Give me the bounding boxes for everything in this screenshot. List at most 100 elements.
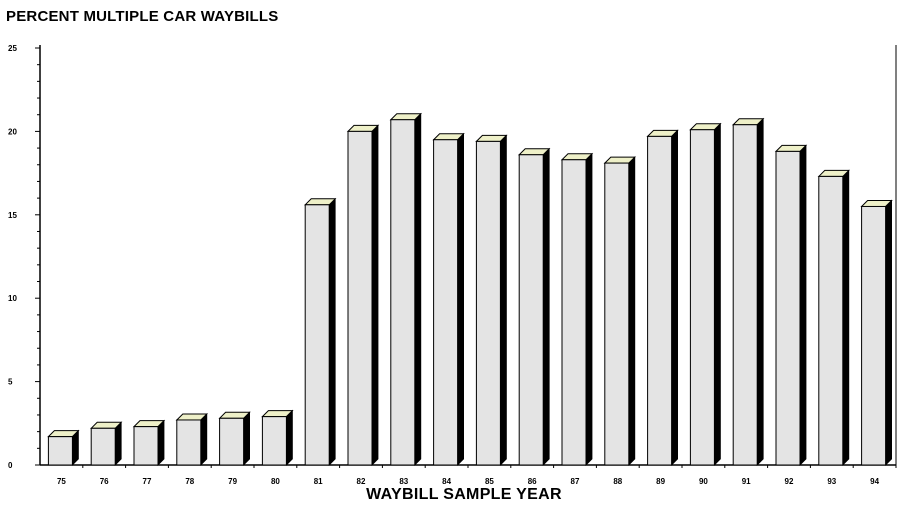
- bar-front: [518, 154, 544, 466]
- bar-side: [756, 117, 764, 466]
- bar-side: [157, 419, 165, 466]
- bar-front: [818, 175, 844, 466]
- bar-75: [47, 429, 80, 466]
- bar-82: [346, 124, 380, 466]
- bar-top: [218, 411, 251, 419]
- bar-front: [561, 159, 587, 466]
- bar-83: [389, 112, 423, 466]
- bar-top: [603, 156, 637, 164]
- bar-80: [261, 409, 294, 466]
- bar-side: [714, 122, 721, 466]
- bar-85: [475, 134, 508, 466]
- bar-side: [628, 156, 636, 466]
- bar-90: [689, 122, 722, 466]
- bar-side: [285, 409, 293, 466]
- x-tick-label: 93: [827, 477, 836, 486]
- bar-top: [475, 134, 508, 142]
- y-tick-label: 15: [8, 211, 17, 220]
- bar-top: [774, 144, 808, 152]
- bar-side: [542, 147, 550, 466]
- bar-top: [132, 420, 166, 428]
- bar-top: [261, 410, 294, 418]
- bar-84: [432, 132, 465, 466]
- x-tick-label: 84: [442, 477, 451, 486]
- chart-axes: [39, 45, 897, 466]
- bar-front: [47, 436, 73, 466]
- y-tick-label: 25: [8, 44, 17, 53]
- bar-front: [732, 124, 758, 466]
- bar-top: [731, 118, 765, 126]
- bar-top: [432, 133, 465, 141]
- bar-88: [603, 156, 637, 466]
- bar-front: [304, 204, 330, 466]
- bar-top: [175, 413, 209, 421]
- bar-side: [499, 134, 507, 466]
- bar-81: [303, 197, 337, 466]
- bar-76: [89, 421, 123, 466]
- x-tick-label: 79: [228, 477, 237, 486]
- chart-title: PERCENT MULTIPLE CAR WAYBILLS: [6, 8, 279, 25]
- y-axis-ticks: 0 5 10 15 20 25: [8, 44, 40, 470]
- x-tick-label: 94: [870, 477, 879, 486]
- bar-top: [389, 113, 423, 121]
- x-tick-label: 80: [271, 477, 280, 486]
- bar-side: [114, 421, 122, 466]
- bar-top: [47, 430, 80, 438]
- bar-side: [371, 124, 379, 466]
- bar-87: [560, 152, 594, 466]
- bar-side: [243, 411, 251, 466]
- bar-side: [457, 132, 465, 466]
- bar-side: [200, 412, 208, 466]
- bar-side: [842, 169, 850, 466]
- bar-top: [817, 169, 851, 177]
- bar-front: [347, 130, 373, 466]
- bar-79: [218, 411, 251, 466]
- bar-92: [774, 144, 808, 466]
- bar-top: [689, 123, 722, 131]
- bar-top: [303, 198, 337, 206]
- x-tick-label: 81: [314, 477, 323, 486]
- bar-side: [885, 199, 892, 466]
- bar-front: [433, 139, 459, 466]
- x-tick-label: 77: [143, 477, 152, 486]
- x-tick-label: 78: [185, 477, 194, 486]
- bar-front: [261, 416, 287, 466]
- x-tick-label: 92: [785, 477, 794, 486]
- bar-side: [328, 197, 336, 466]
- x-tick-label: 83: [399, 477, 408, 486]
- bar-89: [646, 129, 679, 466]
- bar-front: [90, 427, 116, 466]
- bar-front: [176, 419, 202, 466]
- bar-side: [799, 144, 807, 466]
- bar-top: [517, 148, 551, 156]
- y-tick-label: 5: [8, 378, 13, 387]
- y-tick-label: 20: [8, 127, 17, 136]
- bar-front: [390, 119, 416, 466]
- bar-top: [560, 153, 594, 161]
- x-axis-title: WAYBILL SAMPLE YEAR: [366, 486, 562, 503]
- bar-side: [414, 112, 422, 466]
- bar-top: [89, 421, 123, 429]
- bars: [47, 112, 893, 466]
- bar-front: [775, 150, 801, 466]
- x-tick-label: 75: [57, 477, 66, 486]
- bar-78: [175, 412, 209, 466]
- bar-86: [517, 147, 551, 466]
- bar-94: [860, 199, 893, 466]
- bar-front: [604, 162, 630, 466]
- x-tick-label: 91: [742, 477, 751, 486]
- bar-side: [585, 152, 593, 466]
- x-tick-label: 89: [656, 477, 665, 486]
- x-axis-ticks: 75 76 77 78 79 80 81 82 83 84 85 86 87 88 89 90 91 92 93 94: [57, 465, 897, 486]
- bar-91: [731, 117, 765, 466]
- bar-top: [860, 199, 893, 207]
- bar-front: [133, 426, 159, 466]
- bar-top: [646, 129, 679, 137]
- x-tick-label: 88: [613, 477, 622, 486]
- x-tick-label: 87: [571, 477, 580, 486]
- x-tick-label: 76: [100, 477, 109, 486]
- bar-top: [346, 124, 380, 132]
- bar-front: [689, 129, 715, 466]
- x-tick-label: 85: [485, 477, 494, 486]
